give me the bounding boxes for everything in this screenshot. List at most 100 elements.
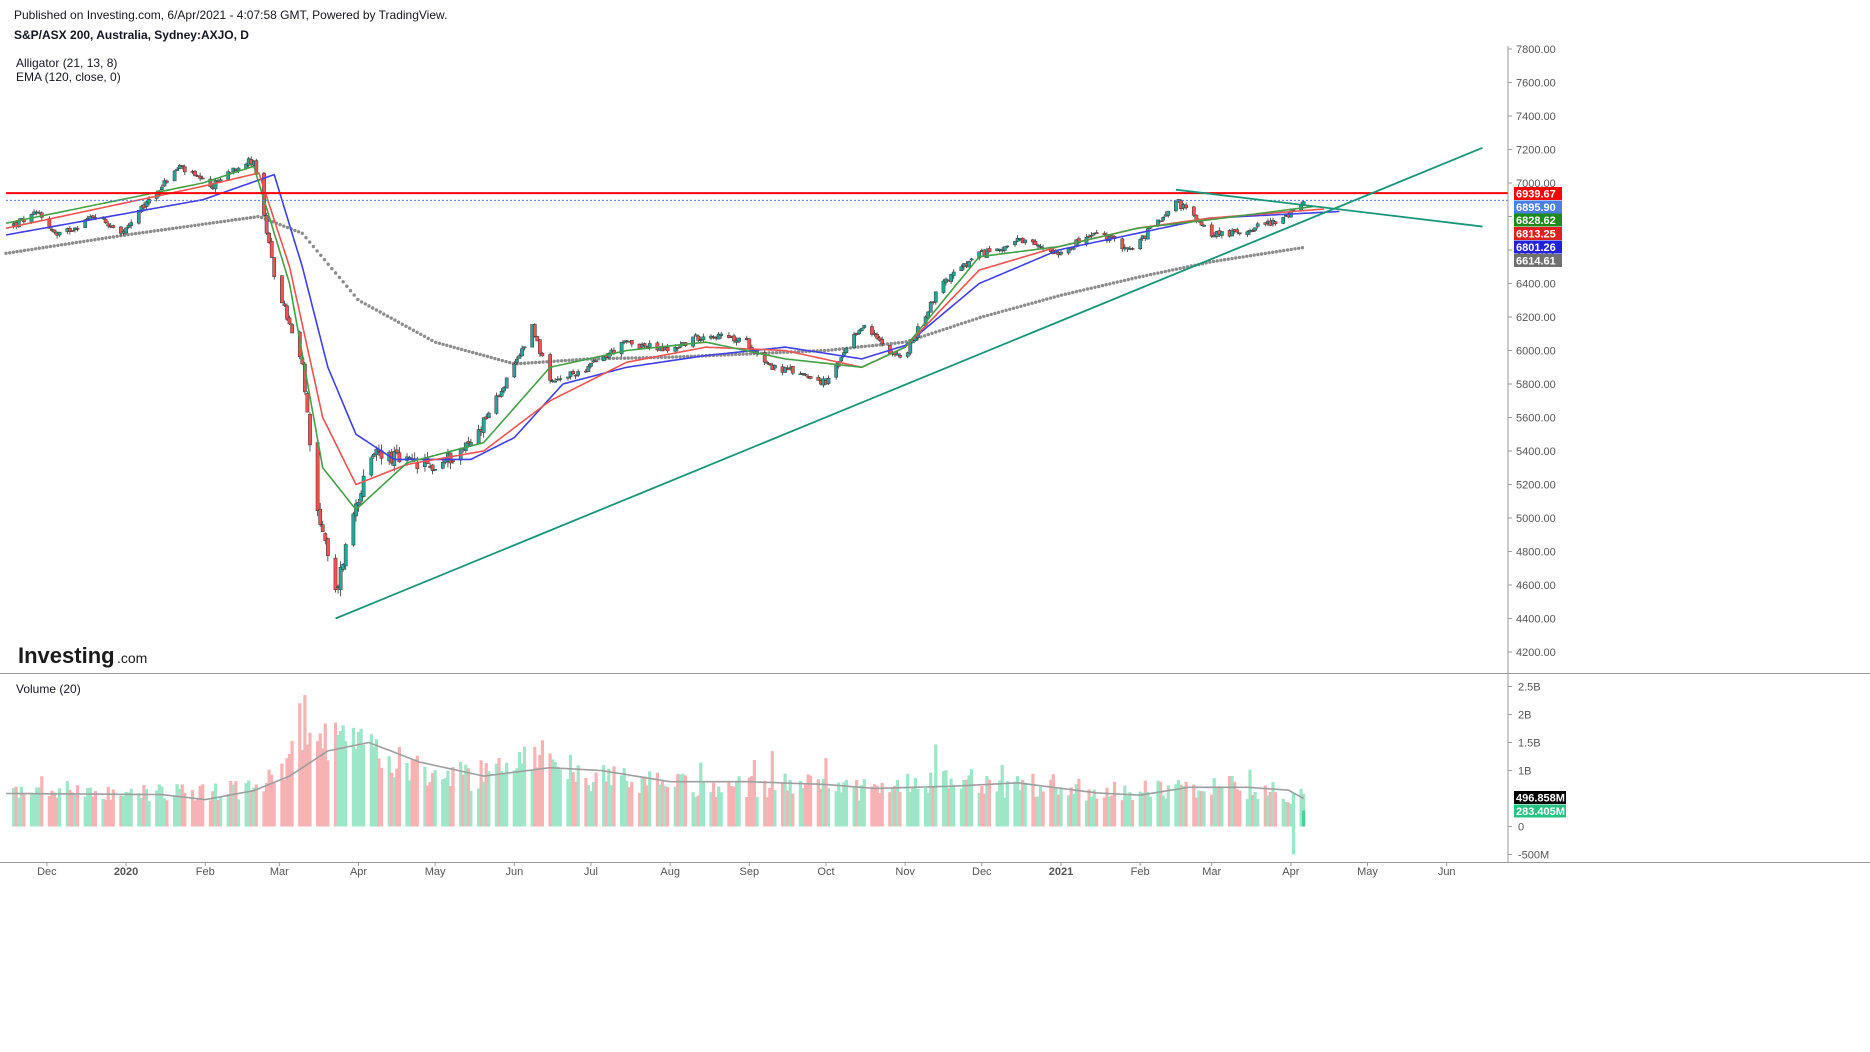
ema-dot — [185, 224, 190, 229]
volume-bar — [612, 766, 616, 827]
candle-body — [816, 377, 821, 381]
ema-dot — [937, 329, 942, 333]
candle-body — [586, 365, 591, 373]
ema-dot — [1085, 287, 1090, 291]
candle-body — [959, 266, 964, 271]
volume-bar — [1013, 781, 1017, 827]
volume-bar — [709, 792, 713, 827]
candle — [451, 460, 455, 465]
volume-bar — [747, 777, 751, 827]
ema-dot — [163, 227, 167, 232]
ema-dot — [1252, 253, 1256, 257]
ema-dot — [945, 326, 949, 331]
price-tick-label: 7600.00 — [1516, 78, 1556, 90]
candle-body — [200, 177, 205, 180]
volume-bar — [533, 746, 537, 827]
time-tick-label: Feb — [1131, 866, 1150, 878]
volume-bar — [37, 787, 41, 827]
volume-bar — [571, 772, 575, 827]
ema-dot — [1000, 309, 1005, 313]
volume-bar — [303, 695, 307, 827]
volume-bar — [826, 788, 831, 827]
ema-dot — [541, 360, 545, 364]
volume-bar — [1113, 781, 1117, 827]
candle-body — [144, 201, 149, 208]
candle-body — [1235, 229, 1240, 233]
ema-dot — [1074, 289, 1079, 294]
ema-dot — [200, 222, 204, 226]
candle-body — [213, 180, 218, 190]
volume-bar — [934, 744, 938, 827]
volume-bar — [627, 787, 631, 827]
candle — [553, 378, 558, 383]
volume-bar — [1217, 786, 1221, 827]
indicator-ema-label[interactable]: EMA (120, close, 0) — [16, 70, 121, 84]
candle-body — [1250, 230, 1255, 232]
time-tick-label: 2021 — [1049, 866, 1073, 878]
candle — [1094, 229, 1099, 234]
ema-dot — [330, 266, 334, 271]
ema-dot — [1004, 308, 1008, 312]
ema-dot — [867, 344, 871, 348]
candle-body — [1023, 239, 1028, 243]
ema-dot — [215, 220, 219, 224]
ema-dot — [1093, 285, 1097, 289]
ema-dot — [922, 334, 927, 338]
candle-body — [129, 222, 134, 226]
ema-dot — [537, 360, 542, 364]
ema-dot — [282, 224, 286, 228]
volume-bar — [947, 788, 951, 827]
volume-bar — [362, 744, 366, 827]
ema-dot — [152, 229, 156, 233]
candle-body — [732, 335, 736, 342]
volume-bar — [1245, 799, 1249, 827]
volume-bar — [1092, 789, 1096, 827]
candle-body — [762, 352, 767, 363]
candle-body — [282, 303, 287, 306]
candle-body — [941, 280, 946, 293]
ema-dot — [348, 289, 353, 293]
candle-body — [857, 330, 862, 335]
candle-body — [977, 251, 982, 259]
ema-dot — [59, 243, 64, 247]
volume-bar — [1143, 780, 1147, 827]
volume-indicator-label[interactable]: Volume (20) — [16, 682, 81, 696]
volume-bar — [806, 774, 810, 827]
ema-dot — [1248, 254, 1253, 258]
volume-bar — [305, 744, 309, 827]
volume-bar — [323, 723, 327, 827]
volume-bar — [630, 782, 634, 827]
candle — [594, 358, 598, 363]
volume-bar — [719, 792, 723, 827]
candle-body — [571, 370, 575, 374]
volume-bar — [1161, 795, 1165, 827]
volume-bar — [234, 781, 238, 827]
time-tick-label: Feb — [196, 866, 215, 878]
ema-dot — [974, 317, 979, 321]
price-tick-label: 4800.00 — [1516, 547, 1556, 559]
candle-body — [905, 352, 910, 357]
ema-dot — [1282, 248, 1286, 253]
volume-bar — [872, 784, 877, 827]
ema-dot — [422, 334, 427, 338]
volume-bar — [466, 768, 470, 827]
ema-dot — [1082, 288, 1086, 292]
volume-bar — [408, 780, 412, 827]
ema-dot — [871, 343, 875, 348]
candle-body — [785, 368, 790, 371]
price-tick-label: 4600.00 — [1516, 580, 1556, 592]
candle-body — [430, 464, 435, 471]
volume-bar — [609, 785, 613, 827]
candle-body — [338, 566, 343, 590]
candle-body — [1013, 241, 1017, 245]
ema-dot — [189, 224, 193, 228]
volume-bar — [745, 797, 749, 827]
price-tick-label: 5400.00 — [1516, 446, 1556, 458]
volume-bar — [247, 780, 251, 827]
candle — [198, 172, 202, 182]
price-tick-label: 4400.00 — [1516, 614, 1556, 626]
indicator-alligator-label[interactable]: Alligator (21, 13, 8) — [16, 56, 118, 70]
volume-bar — [987, 779, 992, 827]
ema-dot — [1052, 295, 1056, 299]
